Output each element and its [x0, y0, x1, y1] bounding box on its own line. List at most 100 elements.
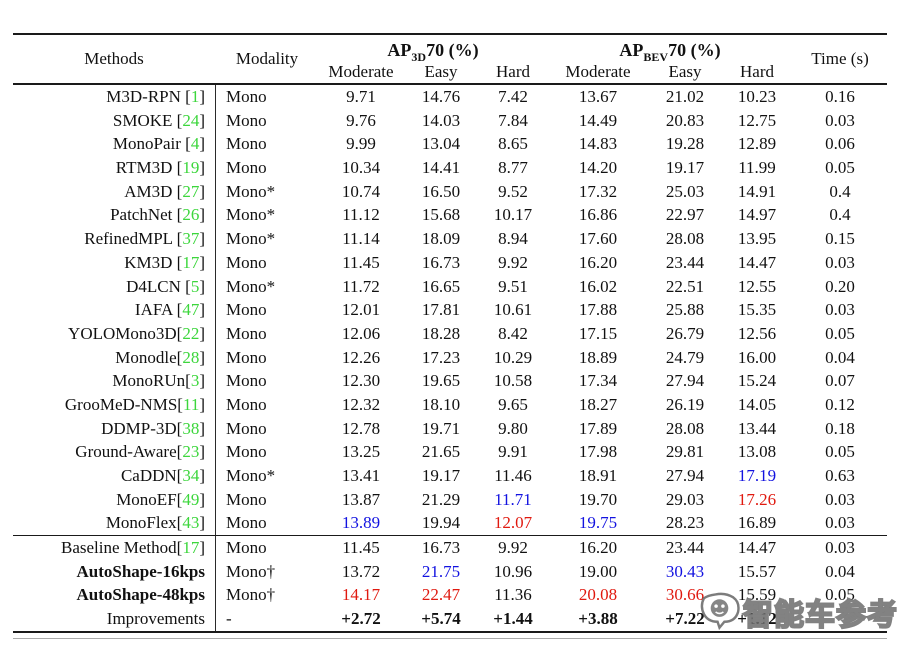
citation-number: 22	[182, 323, 200, 343]
value-cell: 14.47	[737, 252, 777, 272]
value-cell: 17.88	[578, 300, 618, 320]
ap3d-subscript: 3D	[411, 50, 427, 64]
citation-number: 49	[182, 489, 200, 509]
table-row: Monodle[28] Mono 12.26 17.23 10.29 18.89 24.79…	[13, 345, 887, 370]
value-cell: 13.04	[421, 134, 461, 154]
value-cell: 13.08	[737, 442, 777, 462]
table-row: DDMP-3D[38] Mono 12.78 19.71 9.80 17.89 28.08 1…	[13, 416, 887, 441]
method-cell: AutoShape-16kps	[76, 561, 206, 581]
value-cell: 10.61	[493, 300, 533, 320]
method-cell: M3D-RPN [1]	[106, 87, 205, 106]
value-cell: 0.15	[825, 229, 855, 249]
value-cell: 7.84	[498, 110, 528, 130]
value-cell: 17.98	[578, 442, 618, 462]
value-cell: 14.83	[578, 134, 618, 154]
value-cell: 0.04	[825, 561, 855, 581]
table-row: MonoRUn[3] Mono 12.30 19.65 10.58 17.34 27.94 1…	[13, 369, 887, 393]
modality-cell: Mono	[215, 108, 319, 133]
value-cell: 14.41	[421, 158, 461, 178]
value-cell: 8.77	[498, 158, 528, 178]
value-cell: 17.32	[578, 181, 618, 201]
modality-cell: Mono*	[215, 203, 319, 228]
citation-number: 17	[182, 538, 200, 558]
apbev-suffix: 70 (%)	[668, 40, 721, 60]
value-cell: 19.28	[665, 134, 705, 154]
value-cell: 16.65	[421, 276, 461, 296]
table-row: MonoPair [4] Mono 9.99 13.04 8.65 14.83 19.28 1…	[13, 132, 887, 157]
subheader-hard-bev: Hard	[740, 62, 774, 81]
value-cell: 19.17	[421, 466, 461, 485]
table-row: AM3D [27] Mono* 10.74 16.50 9.52 17.32 25.03 14…	[13, 179, 887, 204]
value-cell: 10.17	[493, 205, 533, 225]
value-cell: 11.36	[494, 585, 532, 605]
citation-number: 26	[182, 205, 200, 225]
value-cell: 29.81	[665, 442, 705, 462]
method-cell: RTM3D [19]	[115, 158, 205, 178]
value-cell: 21.65	[421, 442, 461, 462]
value-cell: 19.71	[421, 418, 461, 438]
table-row: AutoShape-48kps Mono† 14.17 22.47 11.36 20.08…	[13, 583, 887, 608]
value-cell: 11.72	[342, 276, 380, 296]
method-cell: Improvements	[106, 609, 205, 629]
value-cell: 15.57	[737, 561, 777, 581]
value-cell: 0.4	[829, 205, 851, 225]
value-cell: 12.89	[737, 134, 777, 154]
citation-number: 28	[182, 347, 200, 367]
value-cell: 18.09	[421, 229, 461, 249]
value-cell: 18.27	[578, 394, 618, 414]
method-cell: CaDDN[34]	[120, 466, 205, 485]
value-cell: 0.07	[825, 371, 855, 391]
value-cell: 0.63	[825, 466, 855, 485]
modality-cell: Mono*	[215, 274, 319, 299]
citation-number: 38	[182, 418, 200, 438]
value-cell: 14.49	[578, 110, 618, 130]
value-cell: 9.65	[498, 394, 528, 414]
method-cell: PatchNet [26]	[110, 205, 205, 225]
modality-column-header: Modality	[235, 49, 299, 68]
value-cell: 13.67	[578, 87, 618, 106]
value-cell: 9.76	[346, 110, 376, 130]
value-cell: 22.51	[665, 276, 705, 296]
value-cell: 13.72	[341, 561, 381, 581]
apbev-group-header: AP BEV 70 (%)	[547, 35, 793, 63]
value-cell: 10.34	[341, 158, 381, 178]
value-cell: 12.78	[341, 418, 381, 438]
subheader-moderate-3d: Moderate	[328, 62, 394, 81]
table-bottom-rule	[13, 637, 887, 639]
citation-number: 17	[182, 252, 200, 272]
method-cell: MonoFlex[43]	[105, 513, 205, 533]
value-cell: 15.68	[421, 205, 461, 225]
value-cell: 12.55	[737, 276, 777, 296]
value-cell: 13.44	[737, 418, 777, 438]
value-cell: 12.30	[341, 371, 381, 391]
value-cell: 16.02	[578, 276, 618, 296]
method-cell: MonoEF[49]	[116, 489, 205, 509]
method-cell: MonoRUn[3]	[112, 371, 205, 391]
value-cell: 11.45	[342, 538, 380, 558]
modality-cell: Mono	[215, 156, 319, 180]
value-cell: 9.99	[346, 134, 376, 154]
subheader-easy-3d: Easy	[424, 62, 458, 81]
value-cell: 11.45	[342, 252, 380, 272]
value-cell: 28.08	[665, 418, 705, 438]
value-cell: 14.17	[341, 585, 381, 605]
value-cell: 16.86	[578, 205, 618, 225]
results-table: Methods Modality AP 3D 70 (%) AP BEV 70 (%) …	[13, 33, 887, 639]
modality-cell: Mono	[215, 345, 319, 370]
value-cell: 27.94	[665, 466, 705, 485]
method-cell: RefinedMPL [37]	[84, 229, 205, 249]
modality-cell: -	[215, 607, 319, 631]
value-cell: 14.76	[421, 87, 461, 106]
subheader-easy-bev: Easy	[668, 62, 702, 81]
modality-cell: Mono*	[215, 464, 319, 488]
value-cell: 9.92	[498, 252, 528, 272]
value-cell: 10.74	[341, 181, 381, 201]
value-cell: 30.43	[665, 561, 705, 581]
value-cell: 0.20	[825, 276, 855, 296]
value-cell: 16.20	[578, 538, 618, 558]
method-cell: AM3D [27]	[124, 181, 205, 201]
modality-cell: Mono	[215, 250, 319, 275]
table-row: CaDDN[34] Mono* 13.41 19.17 11.46 18.91 27.94 1…	[13, 464, 887, 488]
value-cell: 26.79	[665, 323, 705, 343]
